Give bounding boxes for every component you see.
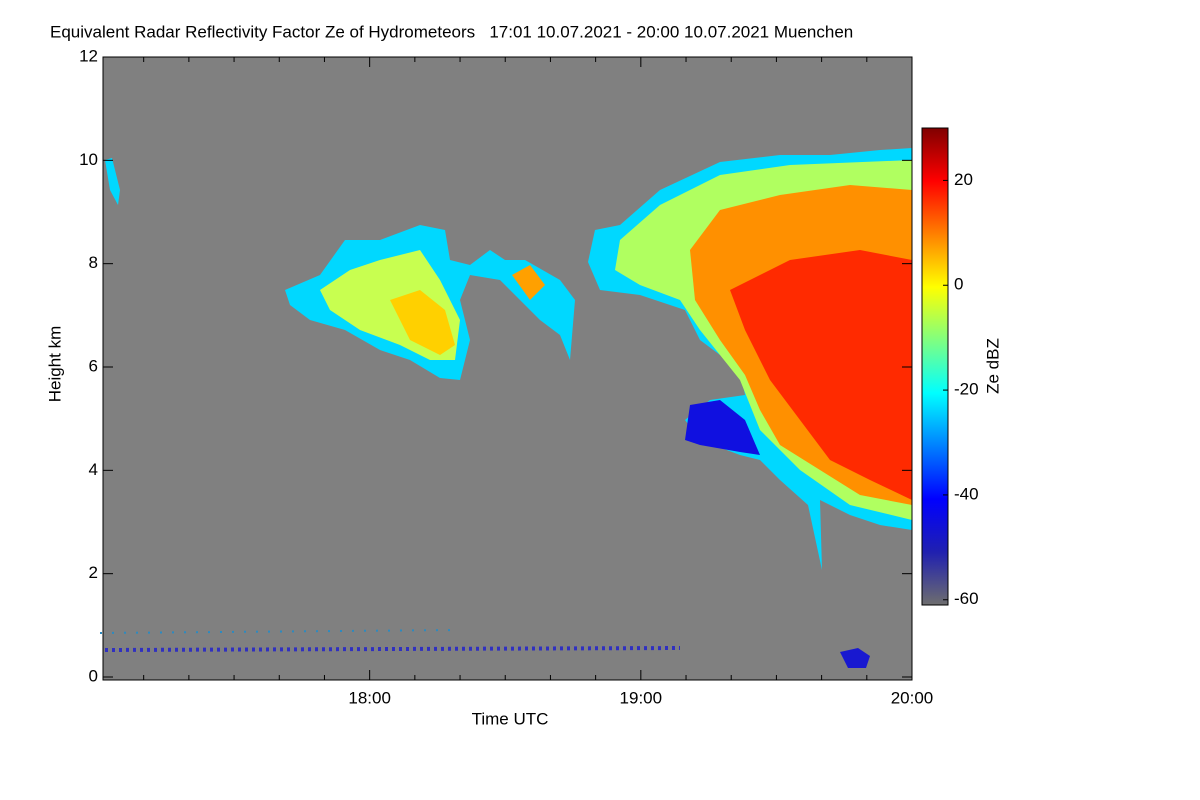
colorbar (921, 127, 949, 606)
colorbar-tick-label: -60 (954, 589, 979, 608)
chart-title: Equivalent Radar Reflectivity Factor Ze … (50, 22, 853, 41)
x-tick-label: 18:00 (348, 688, 391, 707)
y-tick-label: 8 (89, 253, 98, 272)
y-tick-label: 2 (89, 563, 98, 582)
colorbar-tick-label: -20 (954, 380, 979, 399)
y-axis-label: Height km (45, 326, 64, 403)
y-tick-label: 10 (79, 150, 98, 169)
colorbar-label: Ze dBZ (983, 338, 1002, 394)
x-axis-label: Time UTC (472, 709, 549, 728)
x-tick-label: 19:00 (620, 688, 663, 707)
radar-echoes (99, 148, 912, 668)
x-tick-label: 20:00 (891, 688, 934, 707)
y-tick-label: 6 (89, 356, 98, 375)
plot-frame (102, 56, 913, 681)
colorbar-tick-label: 0 (954, 275, 963, 294)
colorbar-tick-label: 20 (954, 170, 973, 189)
y-tick-label: 12 (79, 46, 98, 65)
colorbar-tick-label: -40 (954, 484, 979, 503)
y-tick-label: 0 (89, 666, 98, 685)
y-tick-label: 4 (89, 460, 98, 479)
